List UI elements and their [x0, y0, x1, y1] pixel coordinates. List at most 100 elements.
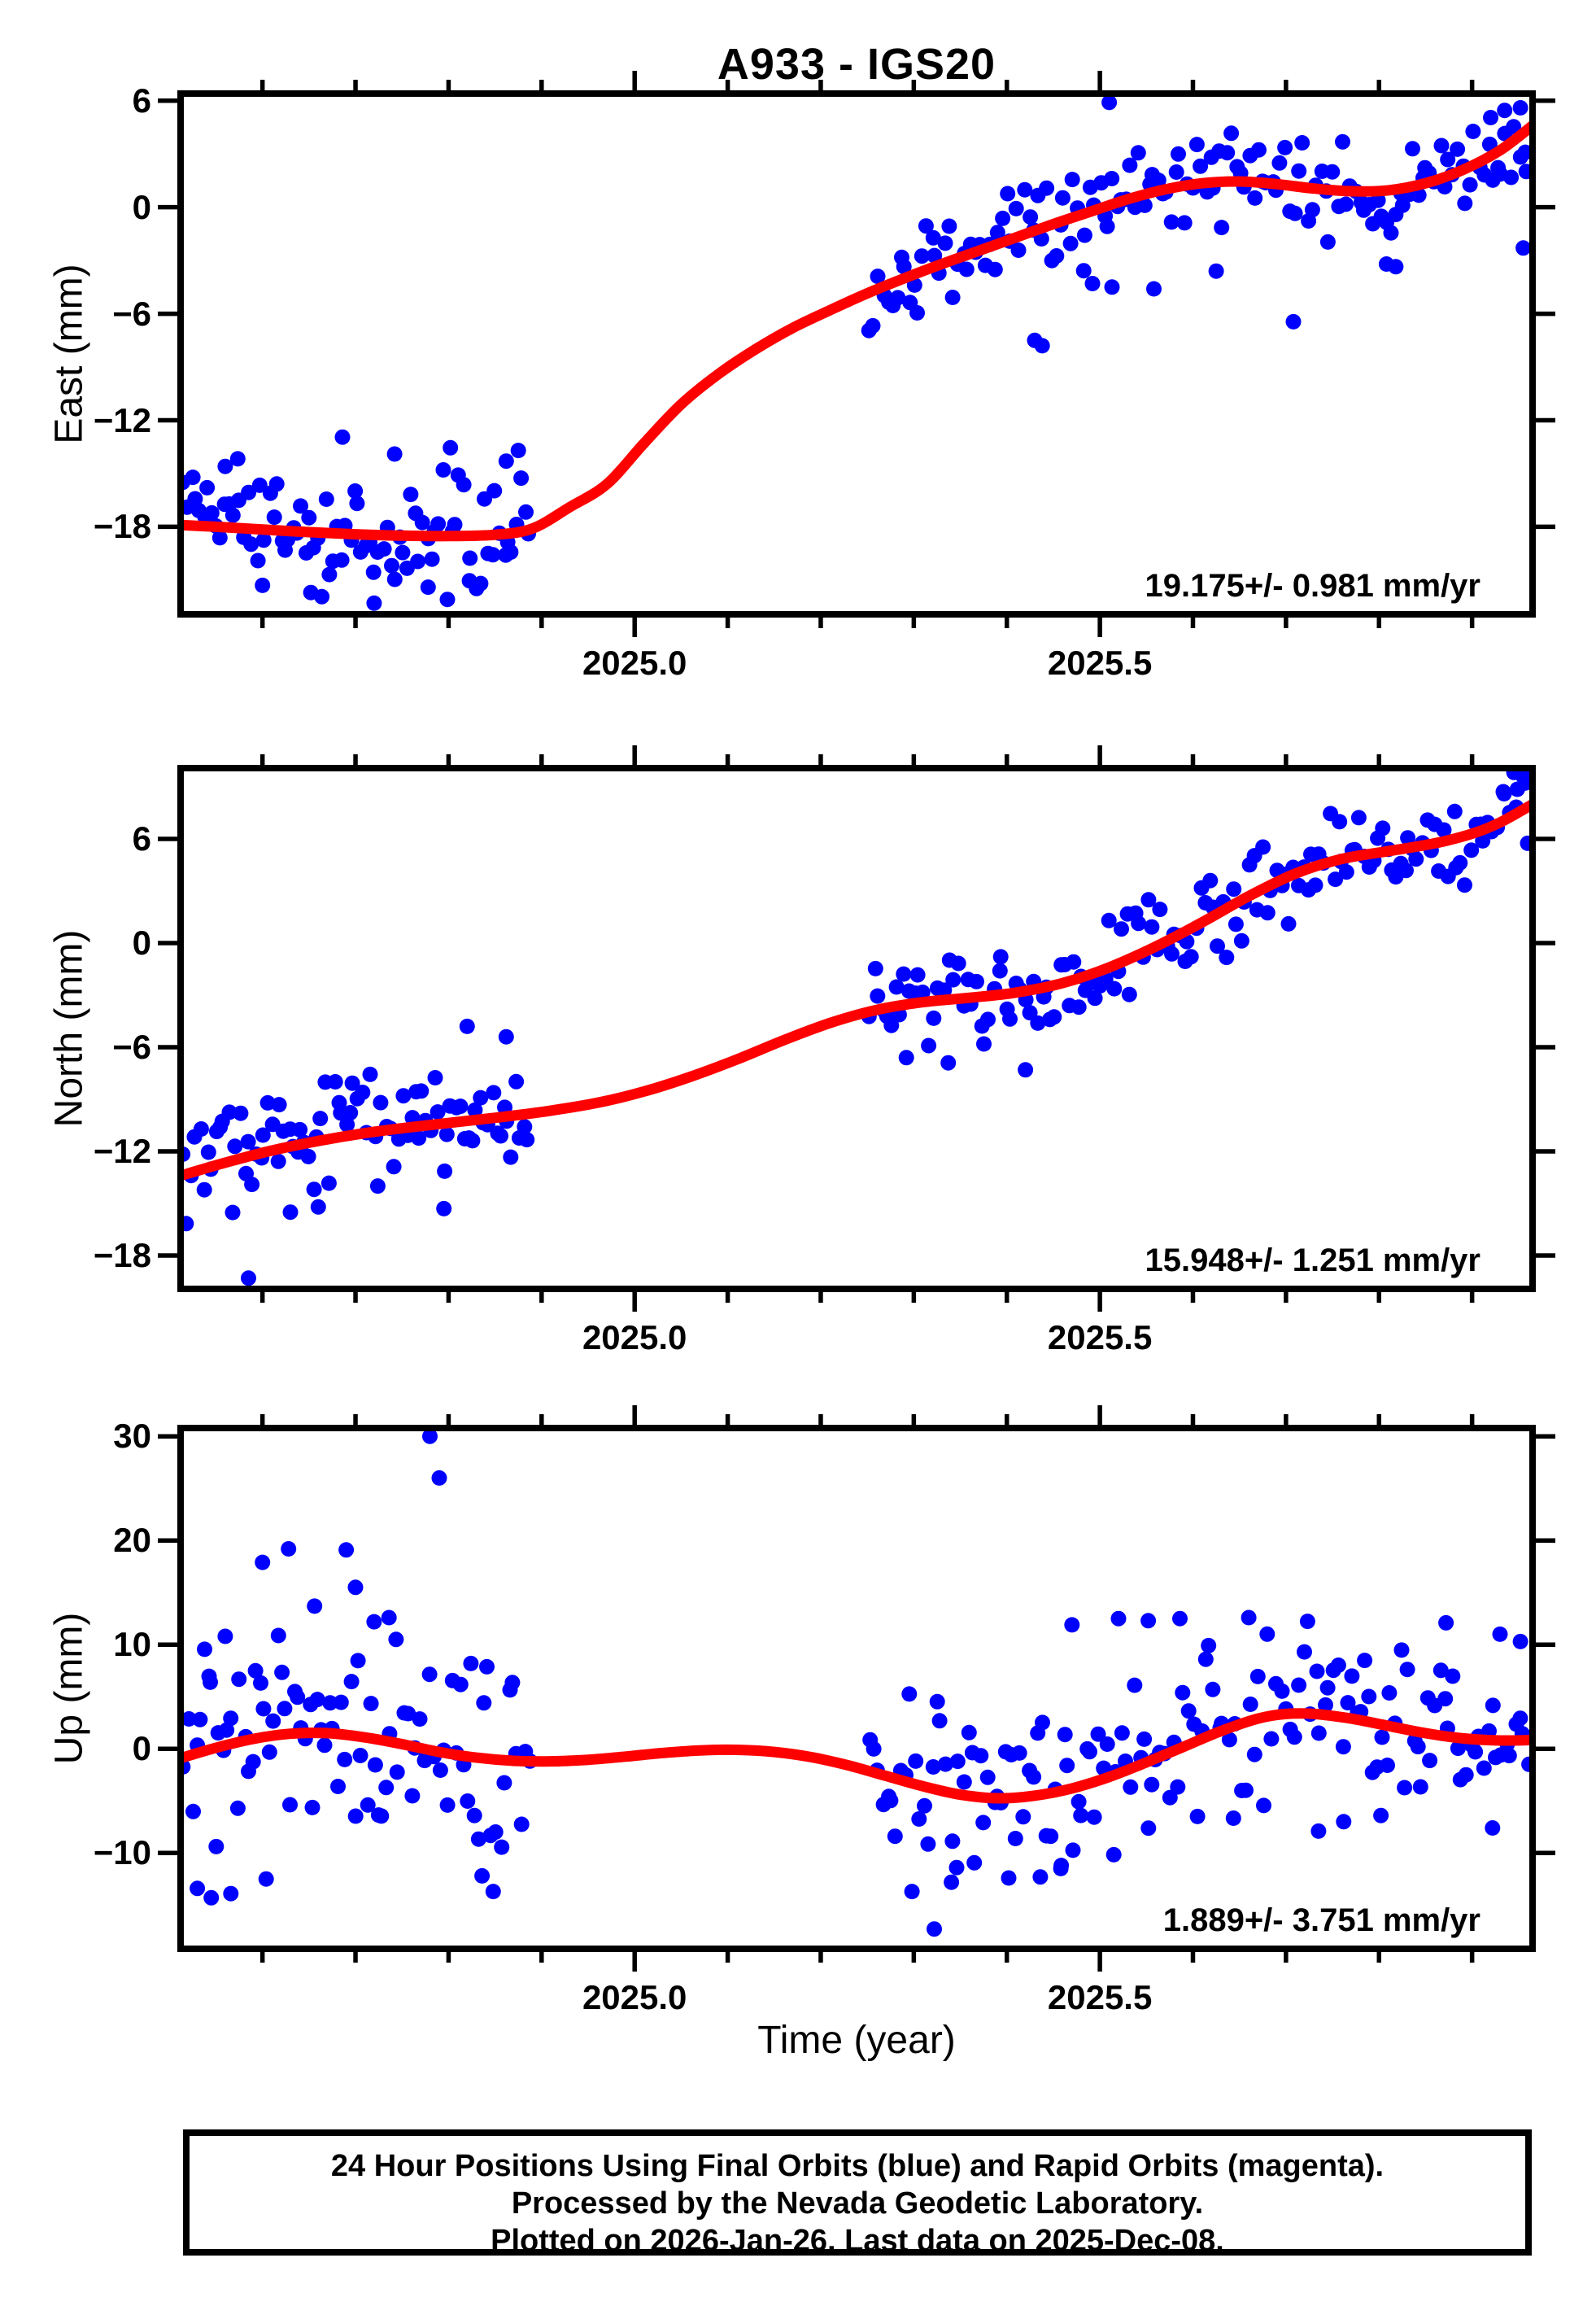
data-point [373, 1808, 390, 1824]
data-point [349, 496, 365, 512]
data-point [1242, 1697, 1258, 1712]
data-point [386, 446, 403, 462]
data-point [1291, 163, 1307, 179]
data-point [1057, 1727, 1073, 1743]
data-point [1071, 999, 1087, 1015]
data-point [1319, 234, 1336, 250]
data-point [1410, 1739, 1426, 1755]
data-point [307, 1598, 323, 1614]
data-point [241, 1270, 256, 1286]
data-point [1340, 1695, 1356, 1711]
data-point [452, 1098, 469, 1115]
data-point [1136, 197, 1153, 213]
data-point [1388, 259, 1404, 275]
data-point [304, 1799, 321, 1815]
data-point [1076, 227, 1092, 243]
data-point [944, 290, 961, 305]
data-point [1462, 177, 1478, 193]
data-point [1010, 242, 1027, 258]
data-point [941, 218, 957, 234]
data-point [1189, 1808, 1206, 1824]
north-x-tick-label: 2025.0 [582, 1318, 687, 1356]
north-data-layer [181, 768, 1533, 1286]
data-point [321, 566, 338, 583]
data-point [243, 536, 259, 552]
data-point [1518, 164, 1533, 180]
data-point [456, 477, 472, 493]
data-point [217, 458, 233, 474]
data-point [1412, 1779, 1428, 1795]
data-point [1503, 169, 1520, 186]
data-point [476, 1695, 492, 1711]
data-point [322, 1695, 338, 1711]
data-point [1452, 854, 1468, 871]
data-point [1121, 986, 1137, 1002]
data-point [261, 1744, 277, 1760]
data-point [318, 491, 334, 507]
data-point [1130, 145, 1146, 161]
data-point [338, 1542, 355, 1558]
data-point [452, 1676, 469, 1692]
data-point [1087, 990, 1103, 1007]
data-point [225, 507, 241, 523]
data-point [309, 1692, 325, 1708]
data-point [306, 1181, 322, 1198]
data-point [1150, 173, 1166, 189]
data-point [1457, 195, 1473, 212]
data-point [1140, 1820, 1157, 1837]
data-point [1251, 142, 1267, 158]
data-point [1099, 218, 1115, 234]
data-point [1066, 954, 1082, 970]
data-point [1465, 124, 1481, 139]
data-point [378, 1780, 395, 1796]
data-point [1277, 139, 1293, 155]
data-point [485, 547, 501, 563]
data-point [1332, 814, 1348, 830]
data-point [300, 1148, 316, 1164]
data-point [447, 517, 463, 533]
data-point [1023, 209, 1039, 225]
data-point [887, 1828, 903, 1845]
data-point [925, 1759, 941, 1775]
caption-line-3: Plotted on 2026-Jan-26. Last data on 202… [491, 2224, 1224, 2258]
data-point [508, 1073, 525, 1090]
data-point [1219, 950, 1235, 966]
data-point [519, 1132, 535, 1148]
data-point [231, 1671, 247, 1688]
up-plot-border [177, 1425, 1536, 1952]
data-point [1437, 1691, 1454, 1707]
data-point [1114, 1725, 1130, 1741]
data-point [225, 1204, 241, 1221]
data-point [1297, 1644, 1312, 1660]
data-point [389, 1764, 405, 1780]
data-point [1259, 905, 1275, 921]
data-point [961, 1724, 977, 1740]
data-point [290, 1689, 306, 1705]
data-point [1328, 871, 1344, 888]
data-point [914, 248, 930, 264]
data-point [404, 1788, 421, 1804]
data-point [464, 1133, 481, 1149]
data-point [1099, 1736, 1115, 1752]
up-data-layer [181, 1428, 1533, 1937]
data-point [247, 1662, 264, 1679]
data-point [975, 1815, 992, 1831]
data-point [342, 1105, 359, 1120]
data-point [1467, 1744, 1484, 1760]
data-point [1338, 196, 1354, 212]
data-point [1457, 877, 1472, 893]
data-point [376, 541, 392, 557]
data-point [1285, 313, 1302, 330]
data-point [439, 1797, 456, 1813]
data-point [1144, 919, 1160, 935]
data-point [980, 1011, 996, 1028]
data-point [958, 261, 975, 277]
data-point [240, 1133, 256, 1150]
data-point [1398, 863, 1414, 879]
data-point [282, 1797, 298, 1813]
data-point [277, 1701, 293, 1717]
data-point [312, 1111, 329, 1127]
data-point [255, 1127, 271, 1143]
data-point [1373, 1807, 1389, 1823]
data-point [1034, 338, 1050, 354]
